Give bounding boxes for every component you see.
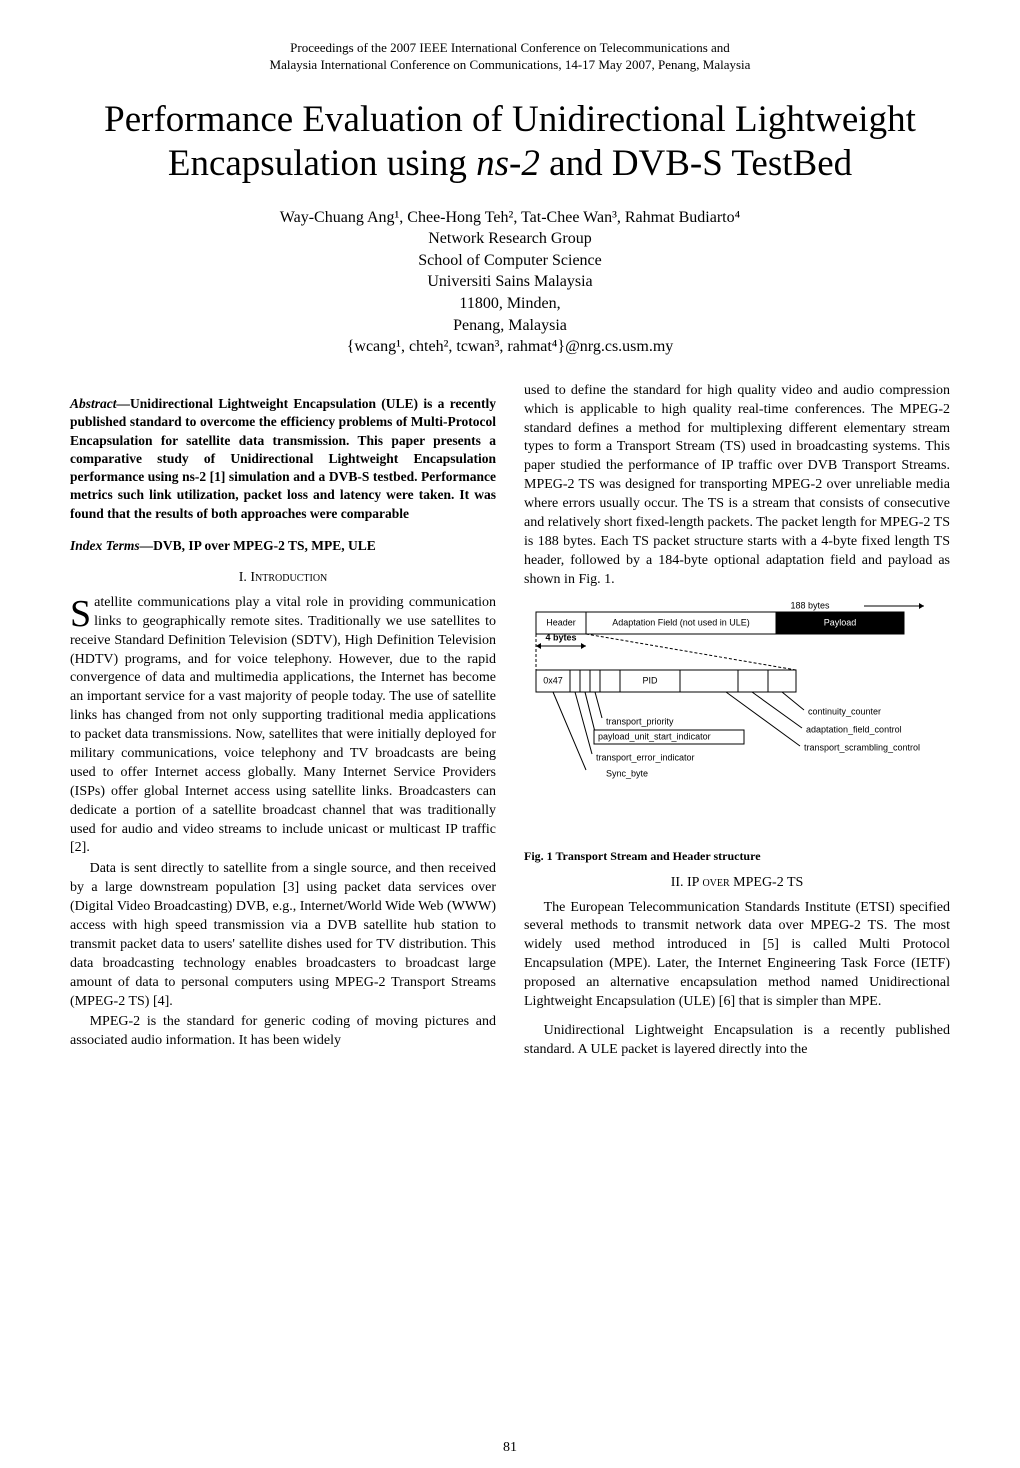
right-p3: Unidirectional Lightweight Encapsulation…: [524, 1022, 950, 1060]
affil-1: Network Research Group: [70, 228, 950, 250]
figure-1: 188 bytes Header Adaptation Field (not use…: [524, 598, 950, 864]
svg-text:Payload: Payload: [824, 617, 857, 627]
intro-p1-text: atellite communications play a vital rol…: [70, 595, 496, 856]
proceedings: Proceedings of the 2007 IEEE Internation…: [70, 40, 950, 74]
right-p2: The European Telecommunication Standards…: [524, 899, 950, 1012]
page-number: 81: [0, 1440, 1020, 1456]
right-column: used to define the standard for high qua…: [524, 382, 950, 1062]
svg-text:4 bytes: 4 bytes: [545, 632, 576, 642]
title-part-2: and DVB-S TestBed: [540, 143, 852, 184]
left-column: Abstract—Unidirectional Lightweight Enca…: [70, 382, 496, 1062]
proceedings-line-1: Proceedings of the 2007 IEEE Internation…: [290, 40, 730, 55]
proceedings-line-2: Malaysia International Conference on Com…: [270, 57, 751, 72]
figure-1-caption: Fig. 1 Transport Stream and Header struc…: [524, 848, 950, 864]
right-p1: used to define the standard for high qua…: [524, 382, 950, 590]
authors-line: Way-Chuang Ang¹, Chee-Hong Teh², Tat-Che…: [70, 207, 950, 229]
svg-text:transport_scrambling_control: transport_scrambling_control: [804, 742, 920, 752]
svg-text:0x47: 0x47: [543, 675, 563, 685]
svg-text:continuity_counter: continuity_counter: [808, 706, 881, 716]
index-terms-label: Index Terms—: [70, 538, 153, 553]
paper-title: Performance Evaluation of Unidirectional…: [70, 98, 950, 187]
authors-block: Way-Chuang Ang¹, Chee-Hong Teh², Tat-Che…: [70, 207, 950, 358]
ts-header-diagram: 188 bytes Header Adaptation Field (not use…: [524, 598, 944, 838]
abstract-label: Abstract—: [70, 396, 130, 411]
abstract-text: Unidirectional Lightweight Encapsulation…: [70, 396, 496, 520]
intro-p1: Satellite communications play a vital ro…: [70, 594, 496, 858]
svg-text:adaptation_field_control: adaptation_field_control: [806, 724, 902, 734]
svg-text:payload_unit_start_indicator: payload_unit_start_indicator: [598, 731, 711, 741]
svg-text:transport_error_indicator: transport_error_indicator: [596, 752, 695, 762]
index-terms-text: DVB, IP over MPEG-2 TS, MPE, ULE: [153, 538, 376, 553]
affil-5: Penang, Malaysia: [70, 315, 950, 337]
svg-text:188 bytes: 188 bytes: [790, 600, 830, 610]
index-terms: Index Terms—DVB, IP over MPEG-2 TS, MPE,…: [70, 537, 496, 555]
page: Proceedings of the 2007 IEEE Internation…: [0, 0, 1020, 1468]
abstract: Abstract—Unidirectional Lightweight Enca…: [70, 395, 496, 523]
section-2-heading: II. IP over MPEG-2 TS: [524, 874, 950, 893]
dropcap: S: [70, 594, 94, 630]
affil-3: Universiti Sains Malaysia: [70, 271, 950, 293]
svg-text:transport_priority: transport_priority: [606, 716, 674, 726]
svg-text:Adaptation Field (not used in: Adaptation Field (not used in ULE): [612, 617, 750, 627]
emails: {wcang¹, chteh², tcwan³, rahmat⁴}@nrg.cs…: [70, 336, 950, 358]
title-italic: ns-2: [476, 143, 540, 184]
affil-4: 11800, Minden,: [70, 293, 950, 315]
intro-p3: MPEG-2 is the standard for generic codin…: [70, 1013, 496, 1051]
affil-2: School of Computer Science: [70, 250, 950, 272]
svg-text:PID: PID: [642, 675, 658, 685]
intro-p2: Data is sent directly to satellite from …: [70, 860, 496, 1011]
two-column-body: Abstract—Unidirectional Lightweight Enca…: [70, 382, 950, 1062]
svg-text:Sync_byte: Sync_byte: [606, 768, 648, 778]
section-1-heading: I. Introduction: [70, 569, 496, 588]
svg-text:Header: Header: [546, 617, 576, 627]
